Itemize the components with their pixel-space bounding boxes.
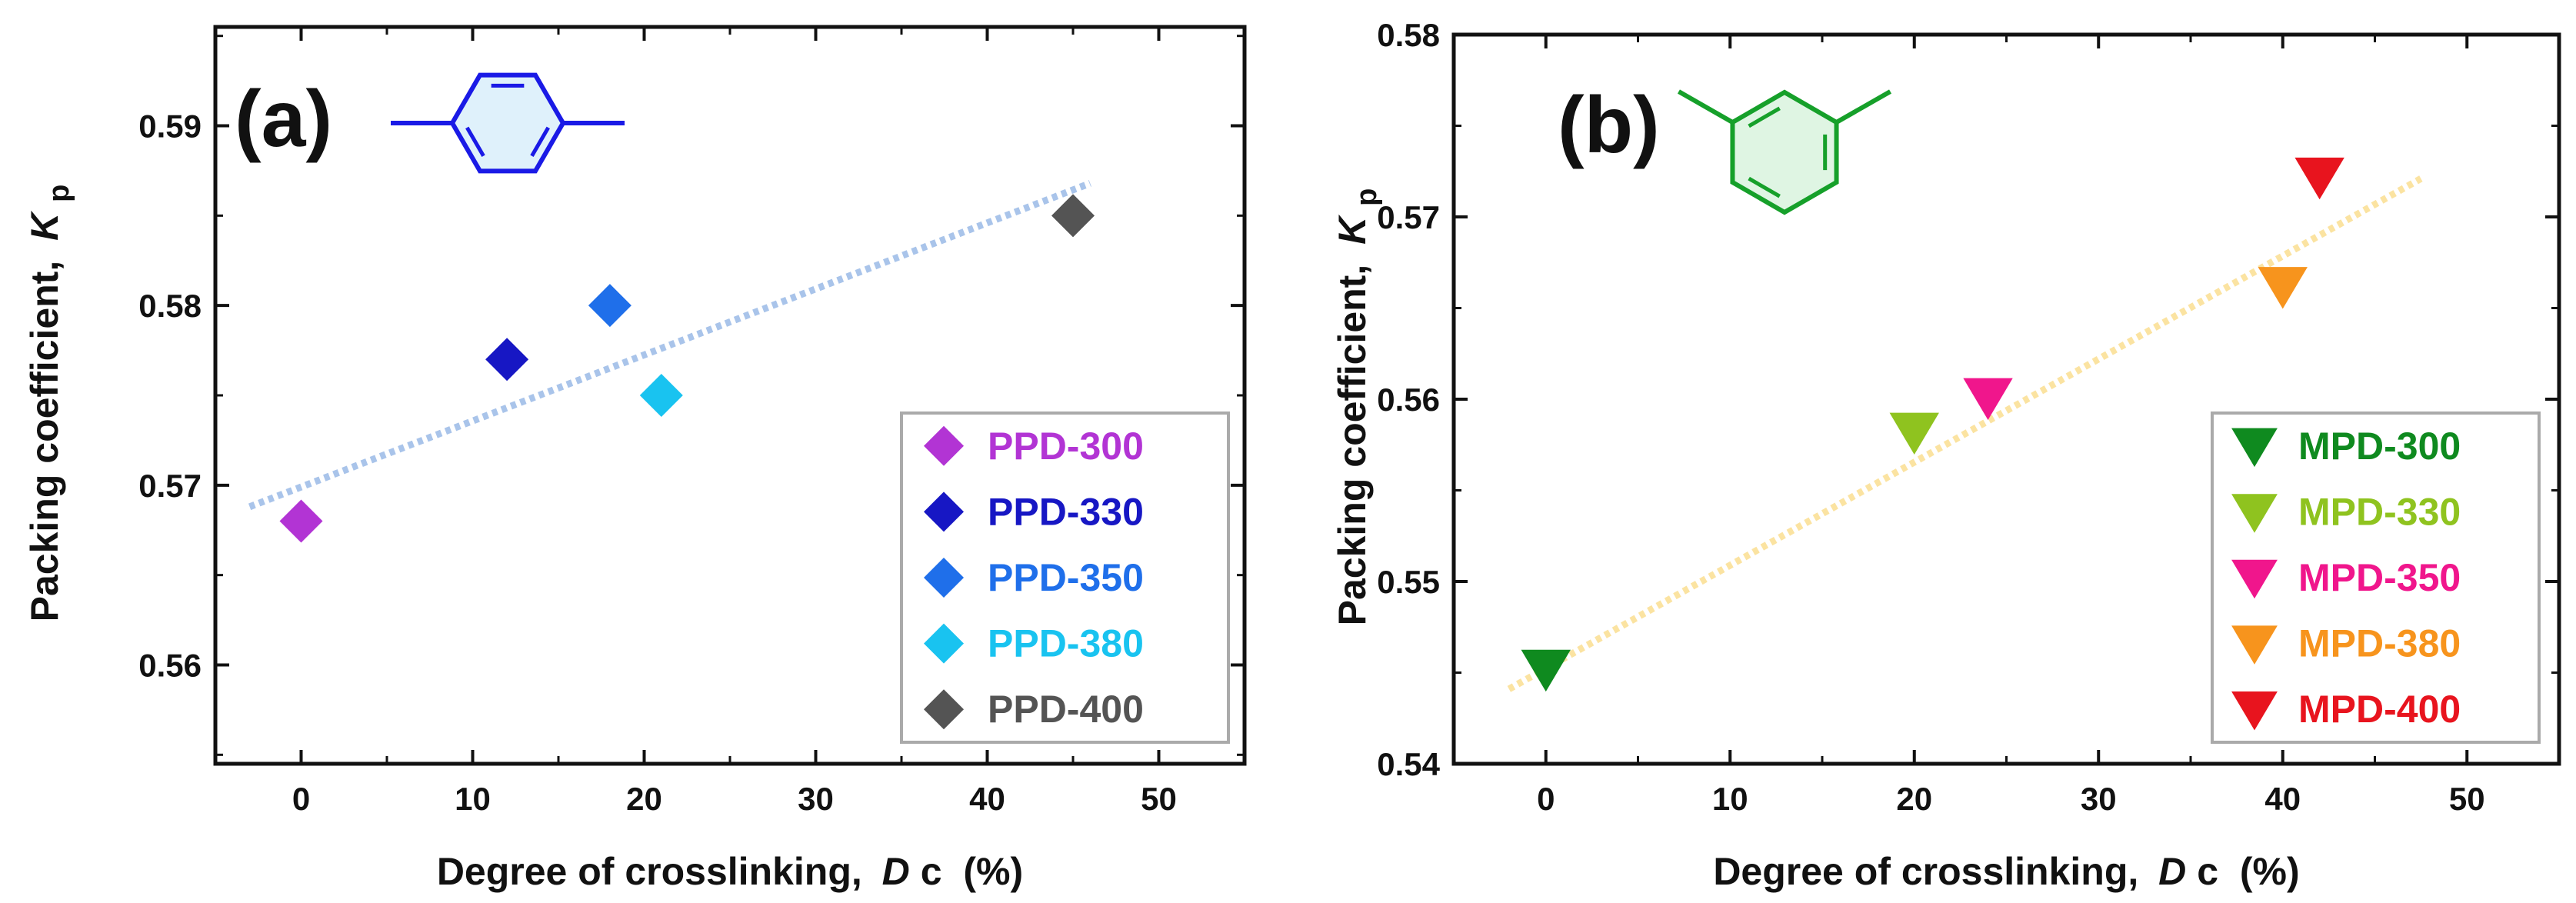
y-axis-label-b: Packing coefficient, K p (1331, 188, 1383, 626)
y-axis-symbol-b: K (1331, 214, 1374, 245)
legend-marker-ppd-350 (924, 558, 964, 598)
x-tick-label-b: 10 (1712, 781, 1748, 817)
y-tick-label-b: 0.56 (1377, 382, 1440, 418)
y-tick-label-a: 0.58 (138, 288, 202, 324)
y-tick-label-b: 0.58 (1377, 17, 1440, 53)
x-axis-symbol-sub-a: c (921, 850, 942, 893)
substituent-bond-left (1677, 89, 1734, 125)
x-axis-label-a: Degree of crosslinking, D c (%) (437, 850, 1023, 893)
legend-label-ppd-330: PPD-330 (988, 490, 1144, 533)
plot-frame-a (213, 25, 1247, 766)
legend-marker-ppd-380 (924, 623, 964, 664)
x-tick-label-a: 20 (626, 781, 662, 817)
x-tick-label-a: 40 (969, 781, 1005, 817)
y-tick-label-a: 0.57 (138, 468, 202, 504)
legend-label-ppd-380: PPD-380 (988, 622, 1144, 665)
y-tick-label-a: 0.59 (138, 108, 202, 145)
structure-meta-phenylene (1677, 89, 1892, 215)
y-axis-label-a: Packing coefficient, K p (23, 185, 75, 622)
panel-label-a: (a) (235, 75, 332, 164)
legend-b: MPD-300 MPD-330 MPD-350 MPD-380 MPD-400 (2211, 412, 2541, 744)
legend-a: PPD-300 PPD-330 PPD-350 PPD-380 PPD-400 (900, 412, 1230, 744)
points-layer-b (1521, 157, 2344, 692)
data-point-mpd-330 (1889, 412, 1939, 455)
plot-frame-b (1451, 32, 2561, 766)
legend-label-ppd-350: PPD-350 (988, 556, 1144, 599)
data-point-mpd-380 (2258, 267, 2308, 309)
x-tick-label-b: 0 (1537, 781, 1555, 817)
legend-label-mpd-300: MPD-300 (2298, 425, 2461, 468)
data-point-ppd-330 (485, 338, 529, 382)
y-axis-symbol-sub-b: p (1351, 188, 1383, 206)
legend-label-ppd-300: PPD-300 (988, 425, 1144, 468)
data-point-ppd-350 (588, 284, 632, 328)
double-bond-1 (1748, 176, 1781, 198)
trendline-layer-a (248, 180, 1091, 511)
panel-label-b: (b) (1558, 81, 1660, 170)
double-bond-0 (1748, 106, 1781, 128)
legend-label-mpd-400: MPD-400 (2298, 688, 2461, 731)
data-point-ppd-400 (1051, 194, 1095, 238)
legend-marker-mpd-380 (2231, 625, 2278, 665)
x-tick-label-b: 20 (1896, 781, 1932, 817)
x-axis-symbol-a: D (882, 850, 910, 893)
x-axis-label-text-b: Degree of crosslinking, (1713, 850, 2138, 893)
legend-marker-ppd-330 (924, 491, 964, 532)
legend-label-ppd-400: PPD-400 (988, 688, 1144, 731)
legend-marker-mpd-330 (2231, 494, 2278, 533)
x-tick-label-b: 30 (2081, 781, 2117, 817)
y-axis-label-text-a: Packing coefficient, (23, 261, 66, 622)
legend-marker-mpd-350 (2231, 559, 2278, 599)
y-tick-label-b: 0.55 (1377, 564, 1440, 600)
double-bond-2 (530, 126, 550, 158)
ticks-layer-a: 0 10 20 30 40 50 0.56 0.57 0.58 0.59 (138, 27, 1246, 817)
benzene-ring (449, 72, 566, 174)
x-tick-label-a: 10 (455, 781, 491, 817)
data-point-ppd-380 (639, 374, 683, 417)
benzene-ring (1730, 89, 1839, 215)
data-point-mpd-300 (1521, 649, 1571, 692)
legend-label-mpd-330: MPD-330 (2298, 490, 2461, 533)
data-point-ppd-300 (279, 499, 323, 543)
x-tick-label-a: 50 (1141, 781, 1177, 817)
y-tick-label-b: 0.57 (1377, 199, 1440, 235)
double-bond-1 (465, 126, 485, 158)
y-axis-symbol-a: K (23, 210, 66, 241)
legend-marker-ppd-400 (924, 689, 964, 730)
y-axis-symbol-sub-a: p (43, 185, 75, 202)
x-axis-unit-b: (%) (2240, 850, 2300, 893)
trendline-layer-b (1507, 175, 2423, 692)
legend-marker-mpd-400 (2231, 691, 2278, 731)
x-tick-label-b: 50 (2449, 781, 2485, 817)
legend-marker-mpd-300 (2231, 428, 2278, 468)
x-tick-label-a: 0 (292, 781, 310, 817)
legend-label-mpd-350: MPD-350 (2298, 556, 2461, 599)
structure-para-phenylene (391, 72, 625, 174)
substituent-bond-right (1835, 89, 1892, 125)
x-axis-unit-a: (%) (963, 850, 1023, 893)
data-point-mpd-400 (2294, 157, 2344, 200)
y-tick-label-a: 0.56 (138, 647, 202, 683)
legend-marker-ppd-300 (924, 425, 964, 466)
panel-a: 0 10 20 30 40 50 0.56 0.57 0.58 0.59 (a) Degree o… (23, 25, 1247, 893)
y-axis-label-text-b: Packing coefficient, (1331, 265, 1374, 626)
data-point-mpd-350 (1963, 378, 2013, 421)
trendline-a (248, 180, 1091, 511)
points-layer-a (279, 194, 1095, 543)
x-tick-label-a: 30 (798, 781, 834, 817)
x-axis-symbol-b: D (2158, 850, 2186, 893)
x-axis-label-b: Degree of crosslinking, D c (%) (1713, 850, 2299, 893)
panel-b: 0 10 20 30 40 50 0.54 0.55 0.56 0.57 0.58 (b) Degr… (1331, 17, 2561, 893)
x-axis-symbol-sub-b: c (2197, 850, 2218, 893)
x-tick-label-b: 40 (2264, 781, 2301, 817)
legend-label-mpd-380: MPD-380 (2298, 622, 2461, 665)
x-axis-label-text-a: Degree of crosslinking, (437, 850, 862, 893)
y-tick-label-b: 0.54 (1377, 746, 1440, 782)
trendline-b (1507, 175, 2423, 692)
